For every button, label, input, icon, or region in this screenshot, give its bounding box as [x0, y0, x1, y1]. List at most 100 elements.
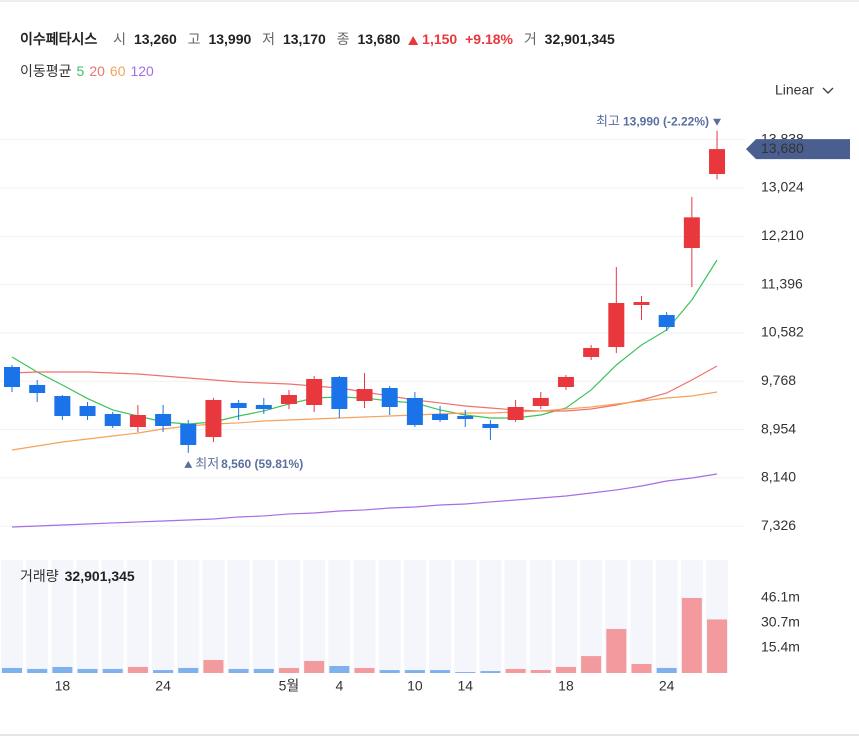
high-annotation: 최고 13,990 (-2.22%) — [596, 114, 709, 129]
volume-bar — [480, 671, 501, 673]
up-triangle — [408, 36, 419, 45]
candle-body — [4, 367, 20, 388]
volume-column-bg — [177, 560, 200, 673]
volume-bar — [631, 664, 652, 673]
scale-selector[interactable]: Linear — [775, 82, 814, 98]
candle-body — [608, 303, 625, 348]
candle-body — [255, 404, 272, 410]
legend-entry: 5 — [77, 63, 85, 79]
volume-bar — [2, 667, 22, 673]
legend-entry: 20 — [89, 63, 105, 79]
x-tick-label: 5월 — [279, 678, 300, 694]
volume-bar — [430, 670, 451, 673]
volume-bar — [77, 668, 98, 673]
candle-body — [381, 388, 398, 407]
ma-legend: 이동평균 5 20 60 120 — [20, 63, 154, 79]
volume-column-bg — [126, 560, 149, 673]
ma-label: 이동평균 — [20, 63, 72, 79]
y-tick-label: 12,210 — [761, 227, 804, 243]
low-text: 8,560 (59.81%) — [221, 457, 303, 471]
volume-column-bg — [378, 560, 401, 673]
candle-body — [29, 384, 46, 393]
volume-bar — [707, 619, 728, 673]
volume-bar — [153, 670, 174, 673]
volume-column-bg — [580, 560, 603, 673]
candle-body — [79, 405, 96, 417]
volume-bar — [253, 668, 274, 673]
y-tick-label: 7,326 — [761, 517, 796, 533]
candle-body — [155, 414, 172, 426]
change-pct: +9.18% — [465, 31, 513, 47]
volume-column-bg — [303, 560, 326, 673]
volume-column-bg — [26, 560, 49, 673]
candle-body — [532, 397, 549, 406]
candle-body — [658, 315, 675, 328]
high-marker — [713, 118, 722, 126]
volume-bar — [379, 670, 400, 673]
candle-body — [507, 406, 524, 420]
volume-bar — [354, 667, 375, 673]
candle-body — [54, 396, 71, 417]
volume-column-bg — [51, 560, 74, 673]
volume-total: 32,901,345 — [65, 568, 135, 584]
candle-body — [280, 395, 297, 404]
label: 거 — [524, 31, 537, 47]
x-tick-label: 4 — [335, 678, 343, 694]
volume-bar — [228, 668, 249, 673]
low-annotation: 최저 8,560 (59.81%) — [195, 456, 303, 471]
volume-column-bg — [328, 560, 351, 673]
x-tick-label: 14 — [457, 678, 473, 694]
candle-body — [306, 378, 323, 405]
volume-bar — [127, 666, 148, 673]
x-tick-label: 24 — [155, 678, 171, 694]
volume-bar — [530, 670, 551, 673]
volume-column-bg — [227, 560, 250, 673]
low-marker — [184, 460, 193, 468]
label: 고 — [188, 31, 201, 47]
volume-bar — [606, 629, 627, 673]
candle-body — [129, 415, 146, 427]
candle-body — [457, 416, 474, 419]
y-tick-label: 10,582 — [761, 324, 804, 340]
candle-body — [104, 414, 121, 426]
volume-tick-label: 15.4m — [761, 639, 800, 655]
volume-column-bg — [454, 560, 477, 673]
volume-bar — [505, 668, 526, 673]
volume-bar — [581, 656, 602, 673]
volume-bar — [102, 668, 123, 673]
volume-legend: 거래량 32,901,345 — [20, 568, 135, 584]
y-tick-label: 9,768 — [761, 372, 796, 388]
candle-body — [205, 399, 222, 438]
volume-column-bg — [252, 560, 275, 673]
volume-column-bg — [554, 560, 577, 673]
x-tick-label: 10 — [407, 678, 423, 694]
change: 1,150 — [422, 31, 457, 47]
value: 32,901,345 — [545, 31, 615, 47]
volume-bar — [178, 667, 199, 673]
volume-bar — [656, 667, 677, 673]
candle-body — [432, 414, 449, 420]
high-text: 13,990 (-2.22%) — [623, 115, 709, 129]
y-tick-label: 11,396 — [761, 275, 803, 291]
candle-body — [180, 423, 197, 445]
volume-bar — [304, 660, 325, 673]
x-tick-label: 18 — [558, 678, 574, 694]
high-label: 최고 — [596, 114, 620, 129]
candle-body — [230, 402, 247, 409]
chevron[interactable] — [822, 87, 834, 94]
volume-column-bg — [1, 560, 23, 673]
volume-column-bg — [655, 560, 678, 673]
volume-column-bg — [479, 560, 502, 673]
volume-column-bg — [277, 560, 300, 673]
candle-body — [583, 348, 600, 357]
volume-bar — [404, 670, 425, 673]
candle-body — [683, 217, 700, 249]
volume-bar — [329, 665, 350, 673]
candle-body — [482, 423, 499, 429]
x-tick-label: 18 — [55, 678, 71, 694]
volume-tick-label: 46.1m — [761, 589, 800, 605]
price-badge-label: 13,680 — [761, 140, 804, 156]
volume-bar — [278, 667, 299, 673]
volume-column-bg — [403, 560, 426, 673]
